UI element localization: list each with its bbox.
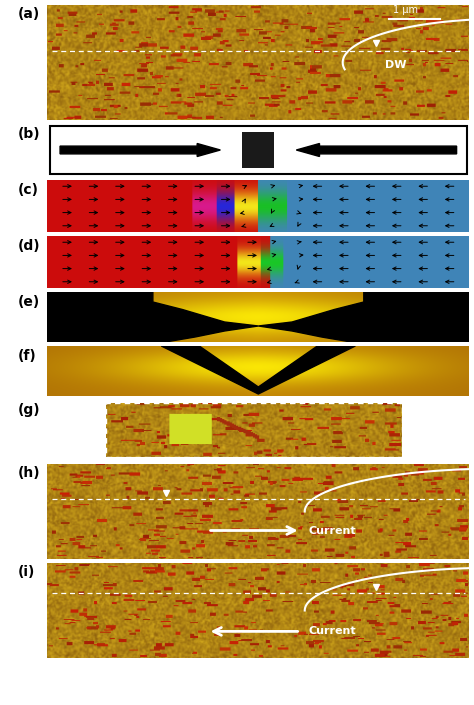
Text: DW: DW (385, 60, 406, 70)
Text: 1 μm: 1 μm (393, 6, 419, 16)
Polygon shape (47, 292, 258, 342)
Polygon shape (161, 346, 356, 394)
Text: Current: Current (309, 525, 356, 536)
Text: (f): (f) (18, 348, 36, 362)
Text: (a): (a) (18, 7, 40, 21)
Bar (107, 403, 402, 457)
Text: (b): (b) (18, 127, 40, 140)
Text: (d): (d) (18, 238, 40, 252)
Polygon shape (258, 292, 469, 342)
Text: (e): (e) (18, 295, 40, 309)
FancyArrow shape (60, 144, 220, 157)
Text: (i): (i) (18, 565, 35, 579)
Bar (242, 132, 274, 168)
Text: Current: Current (309, 627, 356, 637)
Text: (c): (c) (18, 183, 39, 197)
FancyArrow shape (296, 144, 456, 157)
Text: (g): (g) (18, 403, 40, 417)
Text: (h): (h) (18, 466, 40, 480)
